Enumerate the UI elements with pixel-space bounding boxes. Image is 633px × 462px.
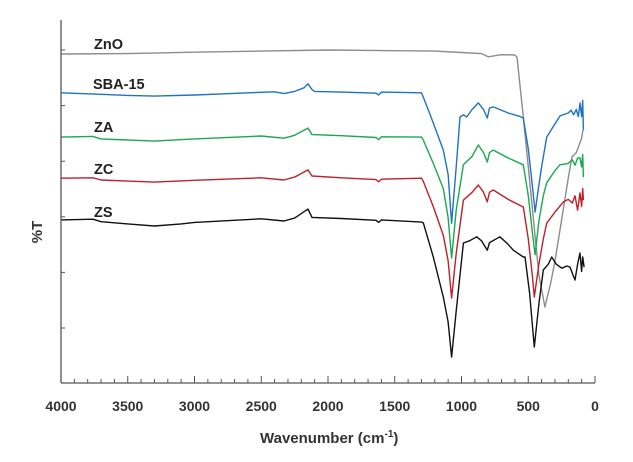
x-axis-title-close: ) [393,430,398,447]
x-tick-label: 2500 [246,398,277,414]
series-line-sba15 [60,83,585,224]
x-ticks [60,376,596,383]
x-tick-labels: 4000 3500 3000 2500 2000 1500 1000 500 0 [45,398,599,414]
y-axis-title: %T [29,221,46,244]
x-axis-title-superscript: -1 [384,429,393,440]
series-label-zs: ZS [94,205,113,221]
series-line-zc [60,169,585,299]
x-tick-label: 1000 [446,398,477,414]
x-tick-label: 2000 [312,398,343,414]
series-label-zno: ZnO [94,37,123,53]
x-axis-title-main: Wavenumber (cm [260,430,384,447]
x-tick-label: 1500 [379,398,410,414]
series-label-zc: ZC [94,162,114,178]
series-line-zs [60,208,585,358]
series-line-za [60,127,585,259]
y-ticks [61,49,65,329]
series-label-sba15: SBA-15 [93,77,145,93]
axes [60,20,596,384]
series-labels: ZnO SBA-15 ZA ZC ZS [93,37,145,221]
x-tick-label: 4000 [45,398,76,414]
x-axis-title: Wavenumber (cm-1) [260,429,398,447]
x-tick-label: 3000 [179,398,210,414]
x-tick-label: 500 [517,398,541,414]
x-tick-label: 0 [591,398,599,414]
series-label-za: ZA [94,120,114,136]
plot-lines [60,49,585,358]
series-line-zno [60,49,584,308]
x-tick-label: 3500 [112,398,143,414]
